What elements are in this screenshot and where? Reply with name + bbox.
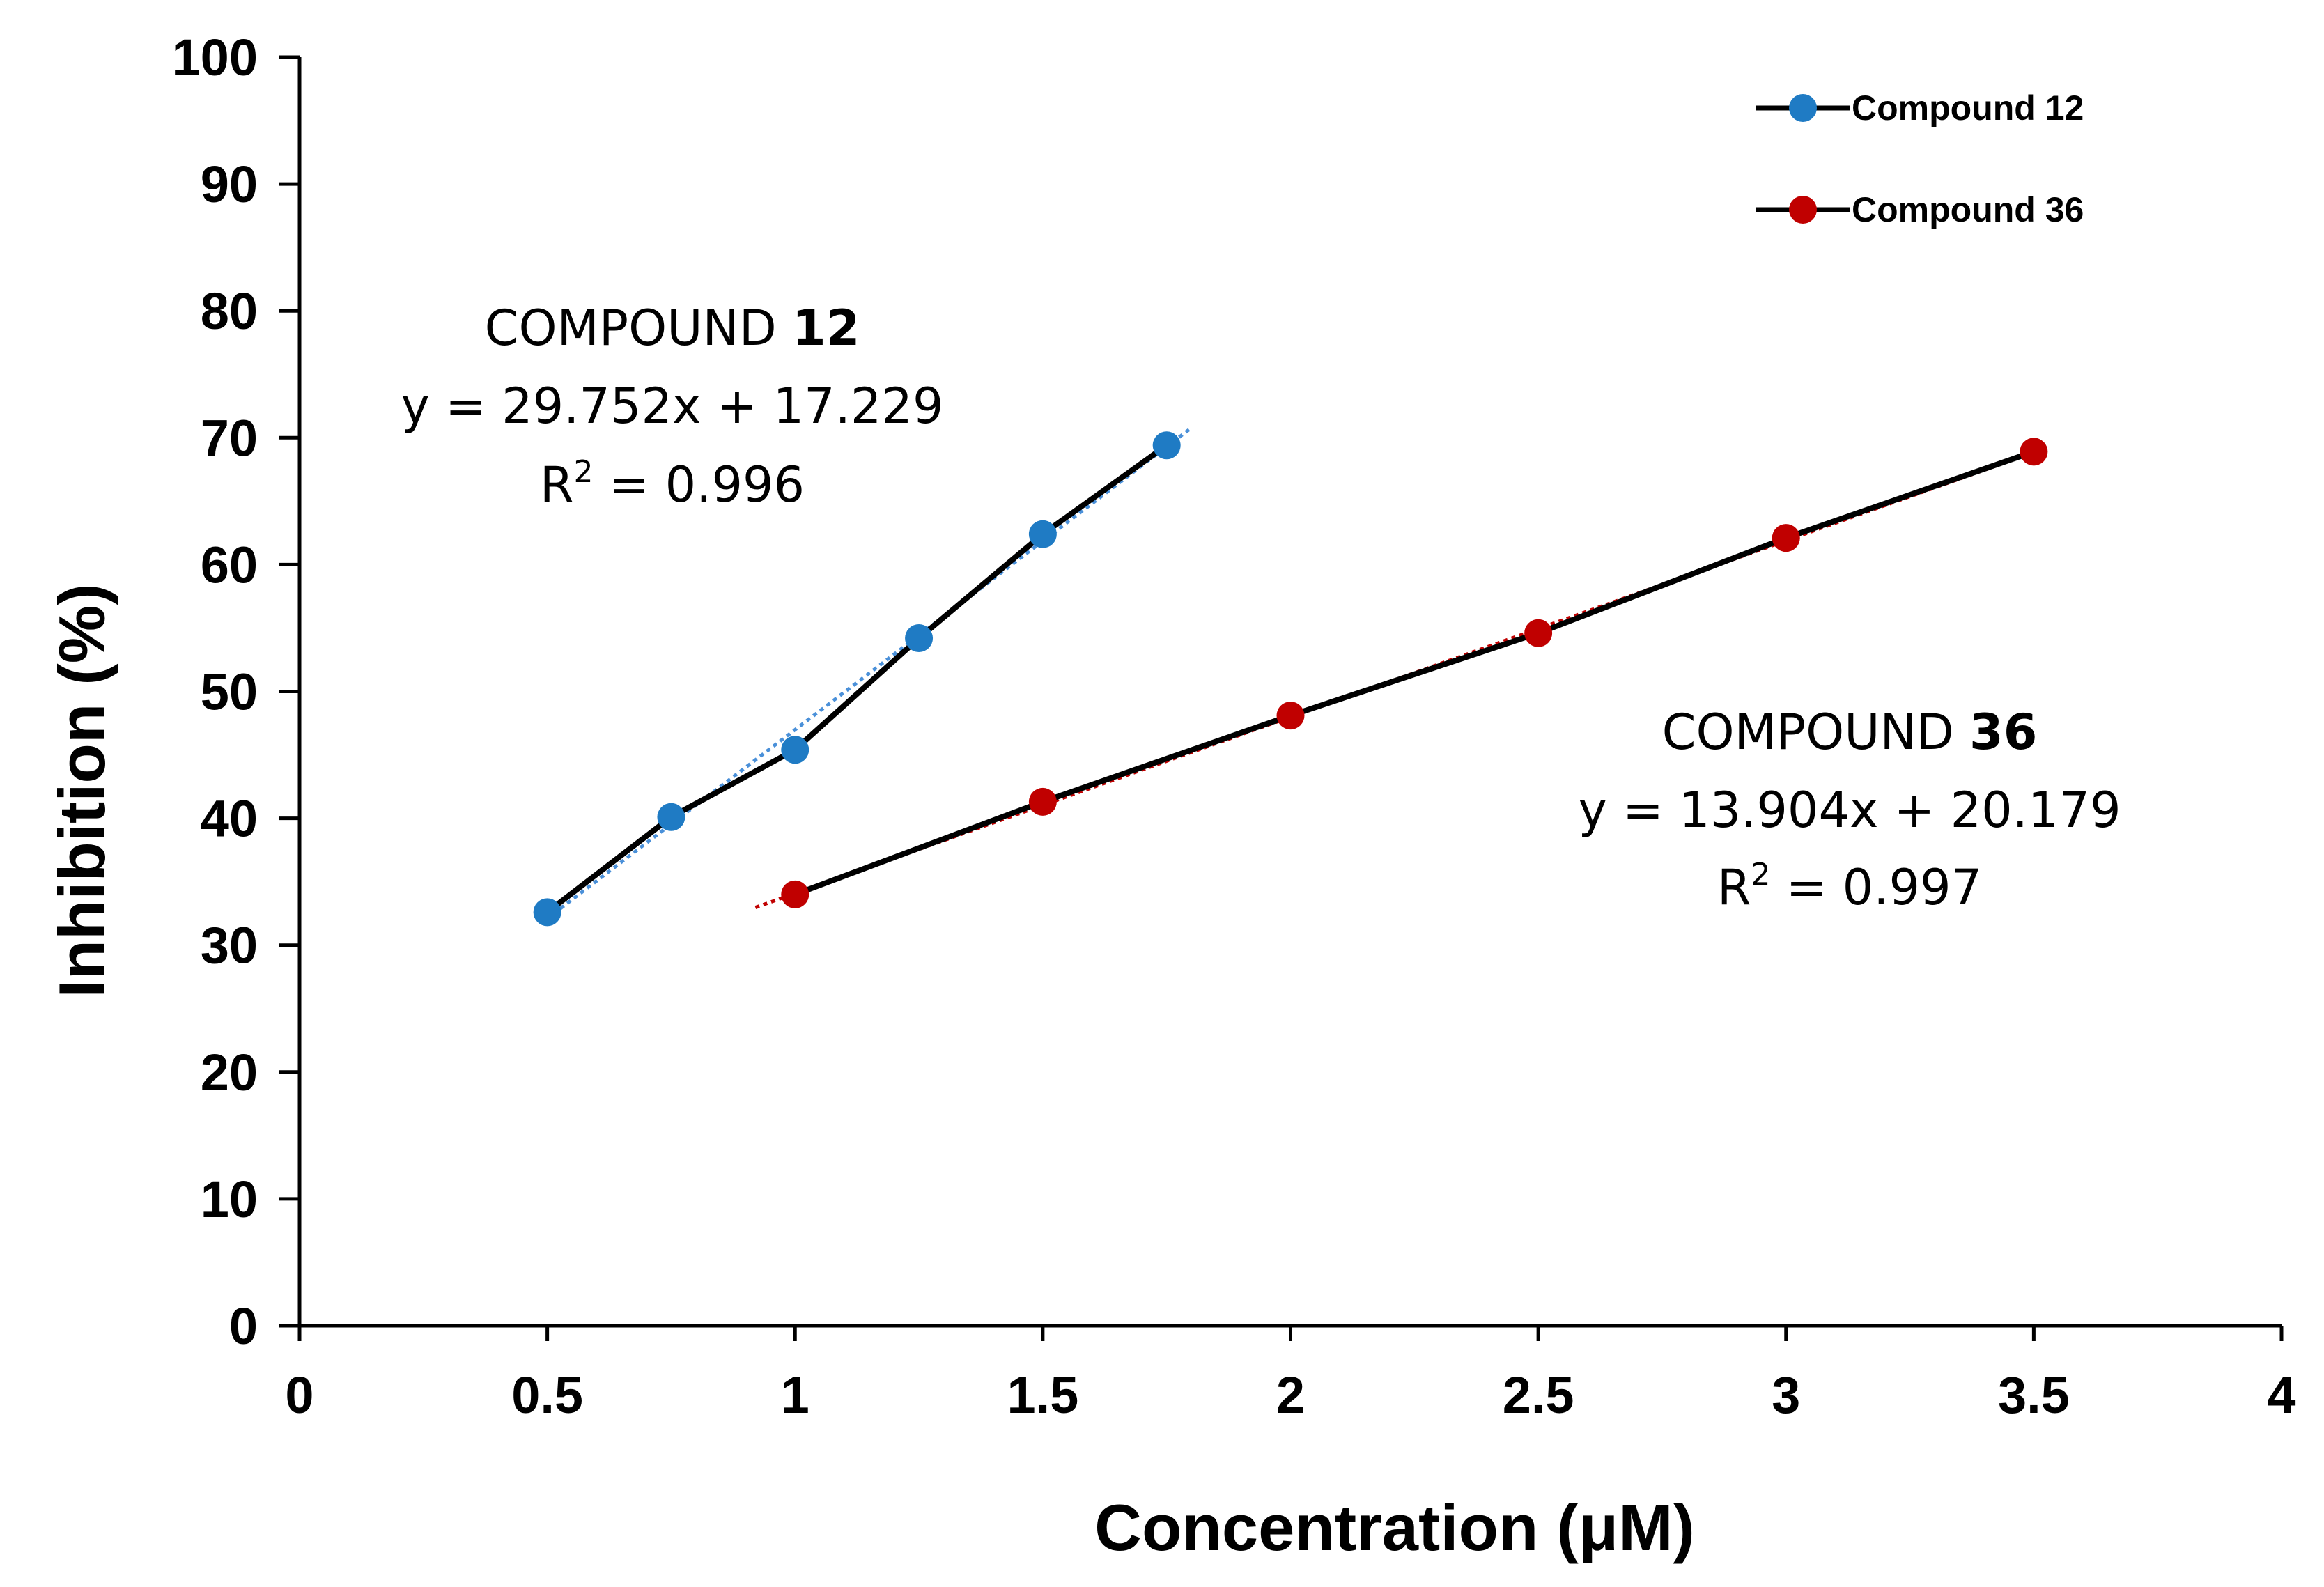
x-axis-title: Concentration (μM) bbox=[1094, 1491, 1695, 1564]
x-ticks: 0 0.5 1 1.5 2 2.5 3 3.5 4 bbox=[285, 1326, 2296, 1424]
annotation-r2-superscript: 2 bbox=[574, 454, 594, 490]
annotation-r2-value: = 0.996 bbox=[594, 456, 805, 513]
y-tick-label: 20 bbox=[201, 1044, 258, 1101]
legend-marker-compound-12 bbox=[1789, 94, 1817, 122]
data-point-compound-12 bbox=[905, 624, 934, 653]
annotation-title-number: 12 bbox=[792, 300, 860, 357]
annotation-equation-compound-36: y = 13.904x + 20.179 bbox=[1578, 782, 2121, 839]
y-tick-label: 50 bbox=[201, 663, 258, 721]
annotation-r2-compound-36: R2 = 0.997 bbox=[1717, 857, 1982, 916]
annotation-equation-compound-12: y = 29.752x + 17.229 bbox=[401, 378, 943, 435]
series-line-compound-36 bbox=[793, 449, 2035, 897]
y-tick-label: 10 bbox=[201, 1170, 258, 1228]
annotation-compound-36: COMPOUND 36 y = 13.904x + 20.179 R2 = 0.… bbox=[1578, 704, 2121, 916]
legend-entry-compound-36: Compound 36 bbox=[1756, 190, 2084, 229]
series-lines bbox=[545, 442, 2035, 915]
annotation-r2-prefix: R bbox=[540, 456, 574, 513]
data-point-compound-36 bbox=[1028, 787, 1057, 816]
legend-marker-compound-36 bbox=[1789, 196, 1817, 224]
y-tick-label: 0 bbox=[229, 1297, 258, 1355]
y-axis-title: Inhibition (%) bbox=[45, 583, 118, 998]
y-tick-label: 60 bbox=[201, 536, 258, 594]
data-point-compound-36 bbox=[1524, 619, 1553, 647]
x-tick-label: 4 bbox=[2267, 1366, 2295, 1424]
data-point-compound-36 bbox=[1772, 524, 1800, 552]
annotation-r2-superscript: 2 bbox=[1751, 857, 1771, 892]
x-tick-label: 1 bbox=[781, 1366, 809, 1424]
annotation-title-number: 36 bbox=[1969, 704, 2037, 761]
series-line-compound-12 bbox=[545, 442, 1169, 915]
annotation-title-compound-12: COMPOUND 12 bbox=[485, 300, 860, 357]
data-point-compound-36 bbox=[781, 880, 809, 908]
x-tick-label: 3.5 bbox=[1998, 1366, 2070, 1424]
annotation-r2-value: = 0.997 bbox=[1771, 859, 1983, 916]
y-tick-label: 90 bbox=[201, 155, 258, 213]
y-tick-label: 30 bbox=[201, 917, 258, 975]
y-tick-label: 70 bbox=[201, 409, 258, 467]
legend-label-compound-12: Compound 12 bbox=[1852, 88, 2084, 127]
legend-entry-compound-12: Compound 12 bbox=[1756, 88, 2084, 127]
data-point-compound-12 bbox=[533, 898, 561, 927]
annotation-r2-prefix: R bbox=[1717, 859, 1751, 916]
x-tick-label: 0.5 bbox=[511, 1366, 583, 1424]
x-tick-label: 1.5 bbox=[1007, 1366, 1078, 1424]
axes: 0 0.5 1 1.5 2 2.5 3 3.5 4 0 10 20 30 40 50 60 70 80 90 100 bbox=[172, 29, 2296, 1424]
annotation-r2-compound-12: R2 = 0.996 bbox=[540, 454, 805, 513]
legend-label-compound-36: Compound 36 bbox=[1852, 190, 2084, 229]
x-tick-label: 3 bbox=[1772, 1366, 1800, 1424]
annotation-title-compound-36: COMPOUND 36 bbox=[1662, 704, 2038, 761]
y-ticks: 0 10 20 30 40 50 60 70 80 90 100 bbox=[172, 29, 300, 1355]
trendline-compound-12 bbox=[546, 426, 1193, 920]
annotation-title-prefix: COMPOUND bbox=[485, 300, 792, 357]
annotation-title-prefix: COMPOUND bbox=[1662, 704, 1969, 761]
x-tick-label: 2 bbox=[1276, 1366, 1305, 1424]
x-tick-label: 2.5 bbox=[1503, 1366, 1574, 1424]
data-point-compound-12 bbox=[657, 803, 685, 831]
data-point-compound-12 bbox=[1152, 431, 1181, 460]
data-point-compound-36 bbox=[2020, 438, 2048, 466]
y-tick-label: 100 bbox=[172, 29, 258, 86]
series-points bbox=[533, 431, 2048, 927]
y-tick-label: 80 bbox=[201, 282, 258, 340]
x-tick-label: 0 bbox=[285, 1366, 313, 1424]
data-point-compound-12 bbox=[1028, 520, 1057, 548]
data-point-compound-12 bbox=[781, 736, 809, 764]
legend: Compound 12 Compound 36 bbox=[1756, 88, 2084, 229]
annotation-compound-12: COMPOUND 12 y = 29.752x + 17.229 R2 = 0.… bbox=[401, 300, 943, 513]
y-tick-label: 40 bbox=[201, 790, 258, 848]
data-point-compound-36 bbox=[1276, 702, 1305, 730]
